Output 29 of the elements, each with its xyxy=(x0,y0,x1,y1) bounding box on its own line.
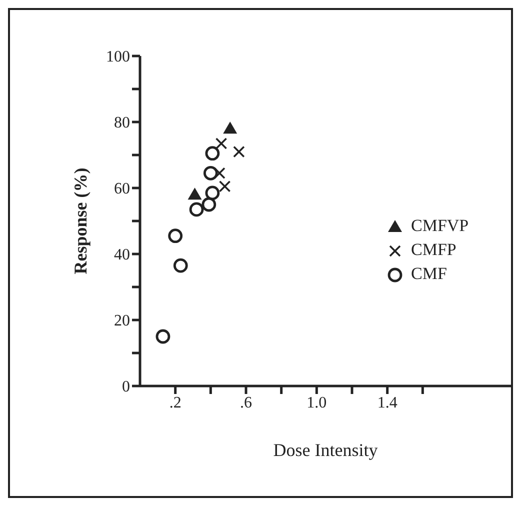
point xyxy=(168,228,183,244)
x-tick-label: .6 xyxy=(240,394,252,412)
y-tick-label: 0 xyxy=(122,378,130,396)
x-axis-title: Dose Intensity xyxy=(273,440,378,460)
point xyxy=(214,167,226,180)
legend-label: CMFP xyxy=(411,239,456,261)
y-tick-label: 100 xyxy=(106,48,130,66)
point xyxy=(233,146,245,158)
point xyxy=(205,146,220,161)
point xyxy=(203,166,218,180)
point xyxy=(205,186,220,200)
point xyxy=(223,122,238,134)
x-tick-label: .2 xyxy=(169,394,182,412)
y-axis-title: Response (%) xyxy=(70,168,90,274)
point xyxy=(173,258,188,273)
y-tick-label: 40 xyxy=(114,246,130,264)
point xyxy=(202,197,216,212)
y-tick-label: 80 xyxy=(114,114,130,132)
point xyxy=(188,188,202,200)
point xyxy=(156,329,170,344)
legend-label: CMF xyxy=(411,263,447,285)
y-tick-label: 20 xyxy=(114,312,130,330)
point xyxy=(215,138,228,150)
x-tick-label: 1.4 xyxy=(377,394,398,412)
point xyxy=(189,202,204,217)
x-tick-label: 1.0 xyxy=(306,394,327,412)
point xyxy=(218,180,231,192)
y-tick-label: 60 xyxy=(114,180,130,198)
legend-label: CMFVP xyxy=(411,215,469,237)
